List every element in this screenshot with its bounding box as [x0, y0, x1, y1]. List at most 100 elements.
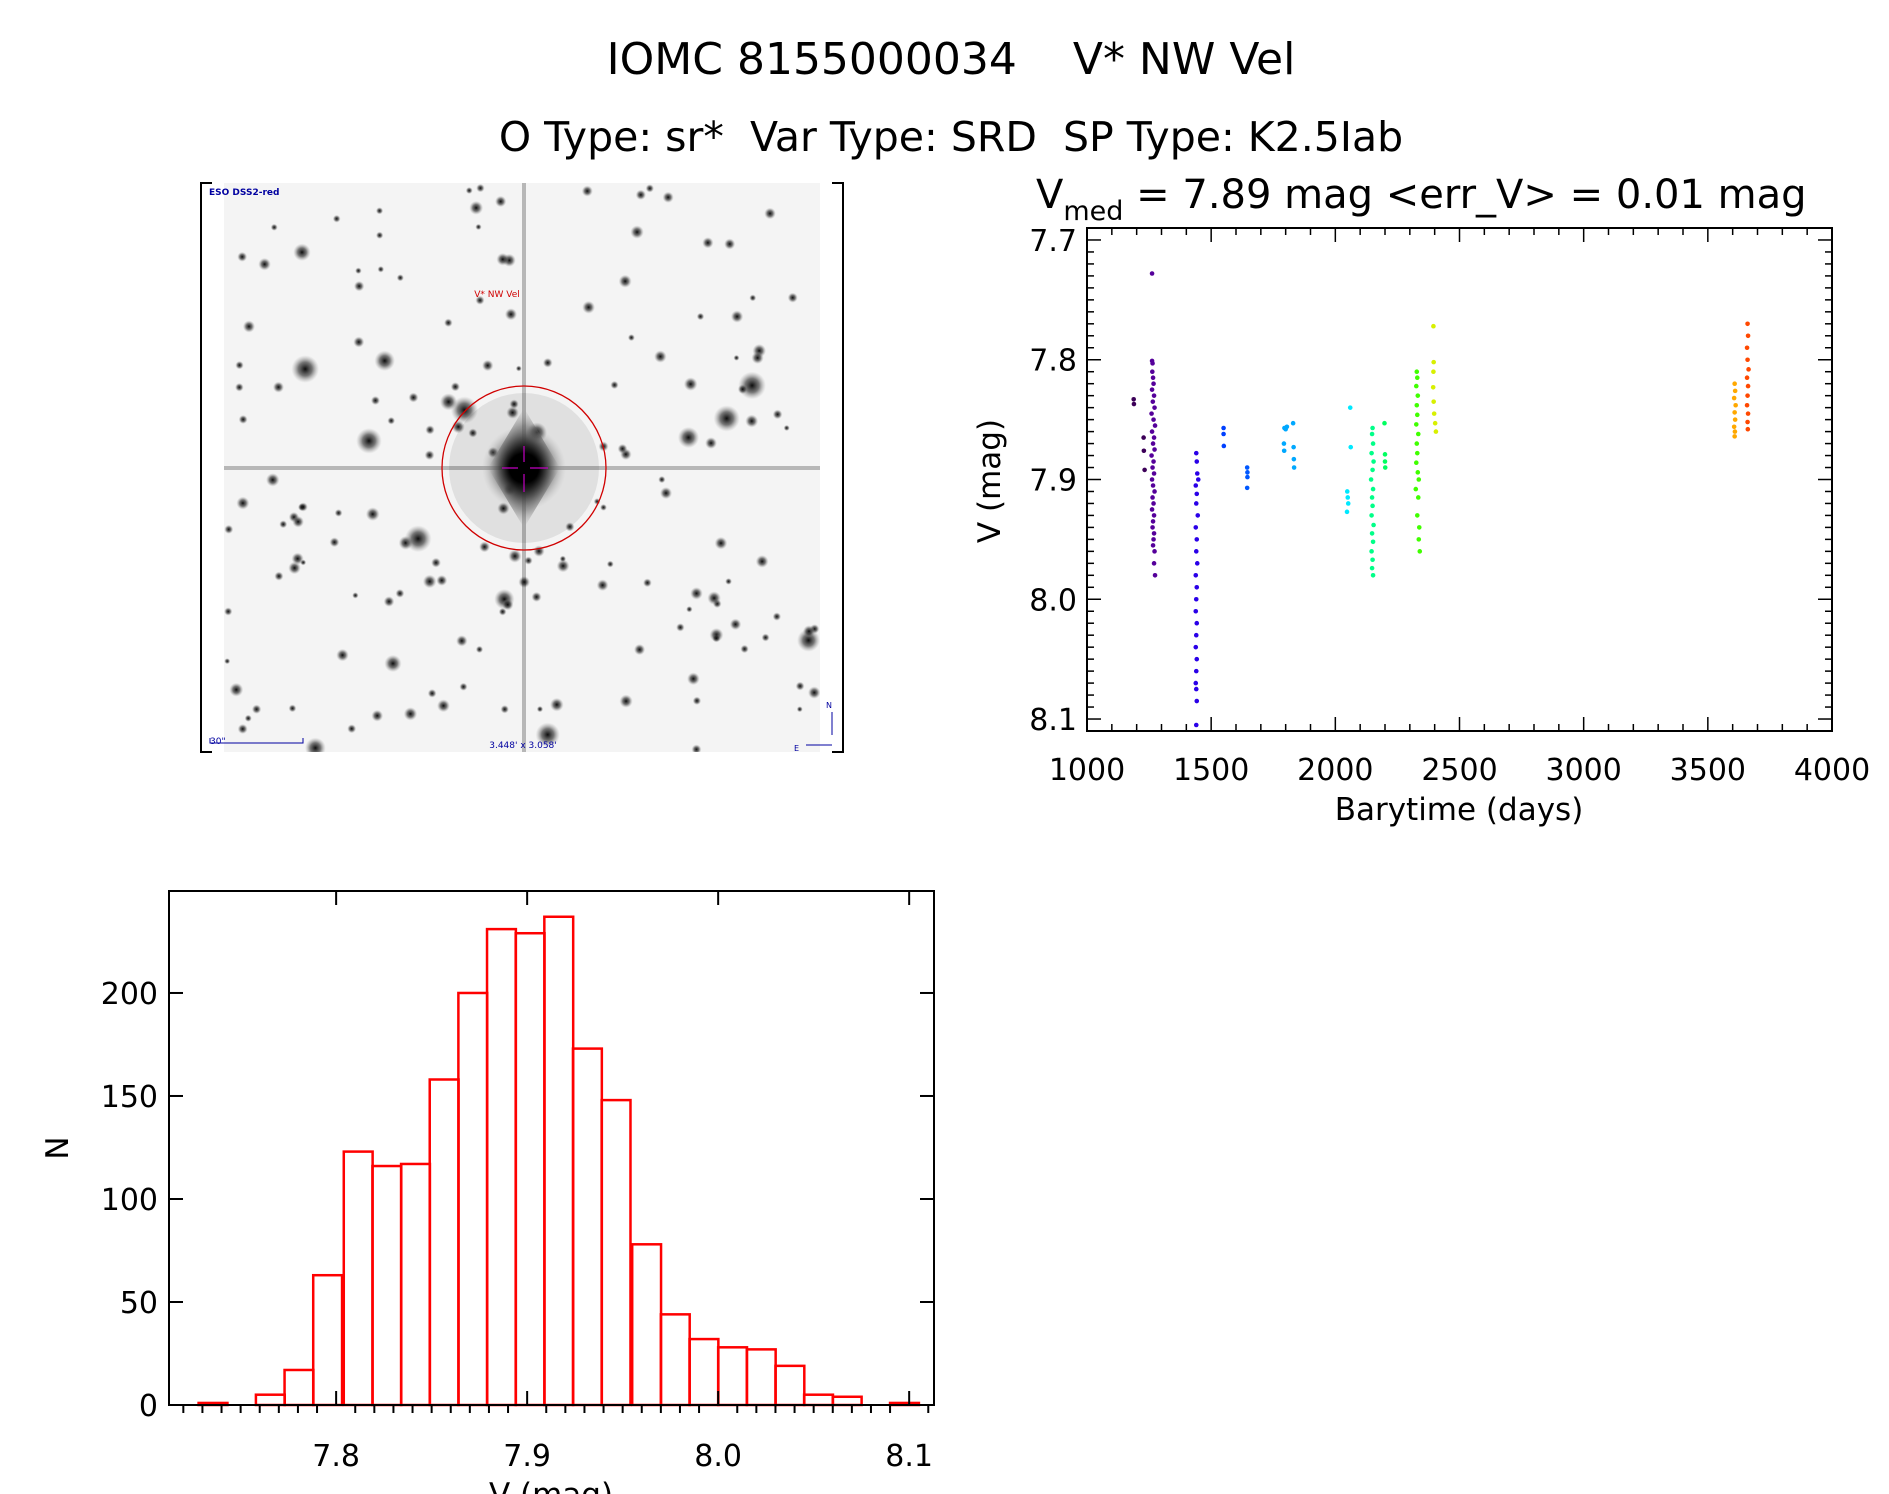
star: [424, 450, 435, 461]
star: [495, 195, 507, 208]
star: [690, 587, 703, 600]
y-tick-label: 7.8: [1029, 344, 1077, 379]
data-point: [1151, 381, 1156, 386]
light-curve-title: Vmed = 7.89 mag <err_V> = 0.01 mag: [1036, 172, 1807, 227]
data-point: [1150, 495, 1155, 500]
star: [807, 686, 820, 699]
data-point: [1745, 357, 1750, 363]
fov-label: 3.448' x 3.058': [489, 741, 557, 751]
x-tick-label: 7.9: [503, 1439, 551, 1474]
star: [802, 625, 816, 638]
star: [439, 393, 458, 411]
data-point: [1732, 434, 1737, 439]
data-point: [1193, 686, 1199, 692]
data-point: [1732, 410, 1737, 415]
star: [456, 635, 468, 647]
data-point: [1732, 429, 1738, 434]
star: [556, 559, 570, 573]
histogram-bar: [831, 1395, 863, 1407]
star: [633, 643, 646, 656]
star: [619, 694, 633, 708]
star: [374, 350, 396, 372]
crosshair-icon: [502, 446, 548, 492]
star: [654, 350, 667, 363]
sky-image-panel: ESO DSS2-red V* NW Vel 30" 3.448' x 3.05…: [200, 182, 844, 753]
star: [764, 207, 776, 220]
data-point: [1370, 557, 1375, 563]
title-rest: = 7.89 mag <err_V> = 0.01 mag: [1123, 172, 1806, 218]
data-point: [1414, 375, 1420, 381]
lc-ylabel: V (mag): [972, 419, 1008, 543]
histogram-bar: [659, 1313, 691, 1407]
data-point: [1745, 419, 1750, 425]
data-point: [1415, 393, 1421, 398]
star: [396, 274, 404, 282]
star: [535, 722, 560, 747]
data-point: [1370, 467, 1375, 473]
data-point: [1150, 519, 1156, 524]
data-point: [1194, 491, 1200, 497]
data-point: [1151, 417, 1156, 422]
star: [713, 405, 740, 432]
star: [356, 428, 382, 454]
data-point: [1431, 323, 1436, 329]
data-point: [1194, 459, 1200, 464]
star: [724, 238, 736, 250]
star: [383, 596, 395, 607]
data-point: [1745, 426, 1751, 432]
data-point: [1369, 549, 1374, 554]
star: [707, 591, 721, 605]
data-point: [1414, 441, 1420, 446]
data-point: [1152, 573, 1158, 578]
star: [384, 654, 402, 673]
star: [353, 280, 365, 292]
star: [481, 359, 494, 372]
x-tick-label: 1000: [1049, 753, 1125, 788]
data-point: [1151, 435, 1157, 440]
data-point: [1344, 509, 1350, 515]
star: [234, 382, 244, 392]
data-point: [1744, 402, 1750, 408]
star: [635, 189, 647, 201]
star: [630, 225, 644, 239]
star: [683, 377, 698, 391]
star: [662, 191, 674, 203]
x-tick-label: 7.8: [312, 1439, 360, 1474]
x-tick-label: 3500: [1670, 753, 1746, 788]
star: [627, 334, 635, 342]
star: [265, 473, 280, 487]
histogram-bar: [716, 1346, 749, 1407]
star: [536, 705, 544, 713]
data-point: [1344, 489, 1350, 494]
histogram-bar: [371, 1164, 403, 1407]
data-point: [1369, 513, 1374, 518]
star: [258, 257, 271, 271]
star: [524, 556, 533, 565]
star: [371, 709, 384, 722]
star: [236, 496, 250, 510]
data-point: [1416, 477, 1422, 482]
x-tick-label: 3000: [1545, 753, 1621, 788]
data-point: [1193, 596, 1199, 602]
star: [479, 541, 491, 553]
y-tick-label: 100: [101, 1183, 158, 1218]
star: [468, 428, 478, 438]
data-point: [1414, 402, 1420, 408]
data-point: [1151, 513, 1157, 518]
north-label: N: [826, 701, 832, 710]
data-point: [1369, 431, 1375, 437]
data-point: [1732, 388, 1738, 394]
title-v: V: [1036, 172, 1064, 218]
data-point: [1415, 470, 1421, 475]
data-point: [1744, 345, 1750, 351]
star: [740, 644, 749, 654]
histogram-bar: [457, 991, 489, 1407]
star: [298, 502, 308, 512]
data-point: [1221, 425, 1226, 431]
data-point: [1193, 483, 1199, 488]
data-point: [1370, 539, 1376, 545]
star: [515, 365, 522, 372]
image-frame: [200, 182, 844, 753]
star: [465, 186, 473, 195]
data-point: [1149, 429, 1155, 434]
